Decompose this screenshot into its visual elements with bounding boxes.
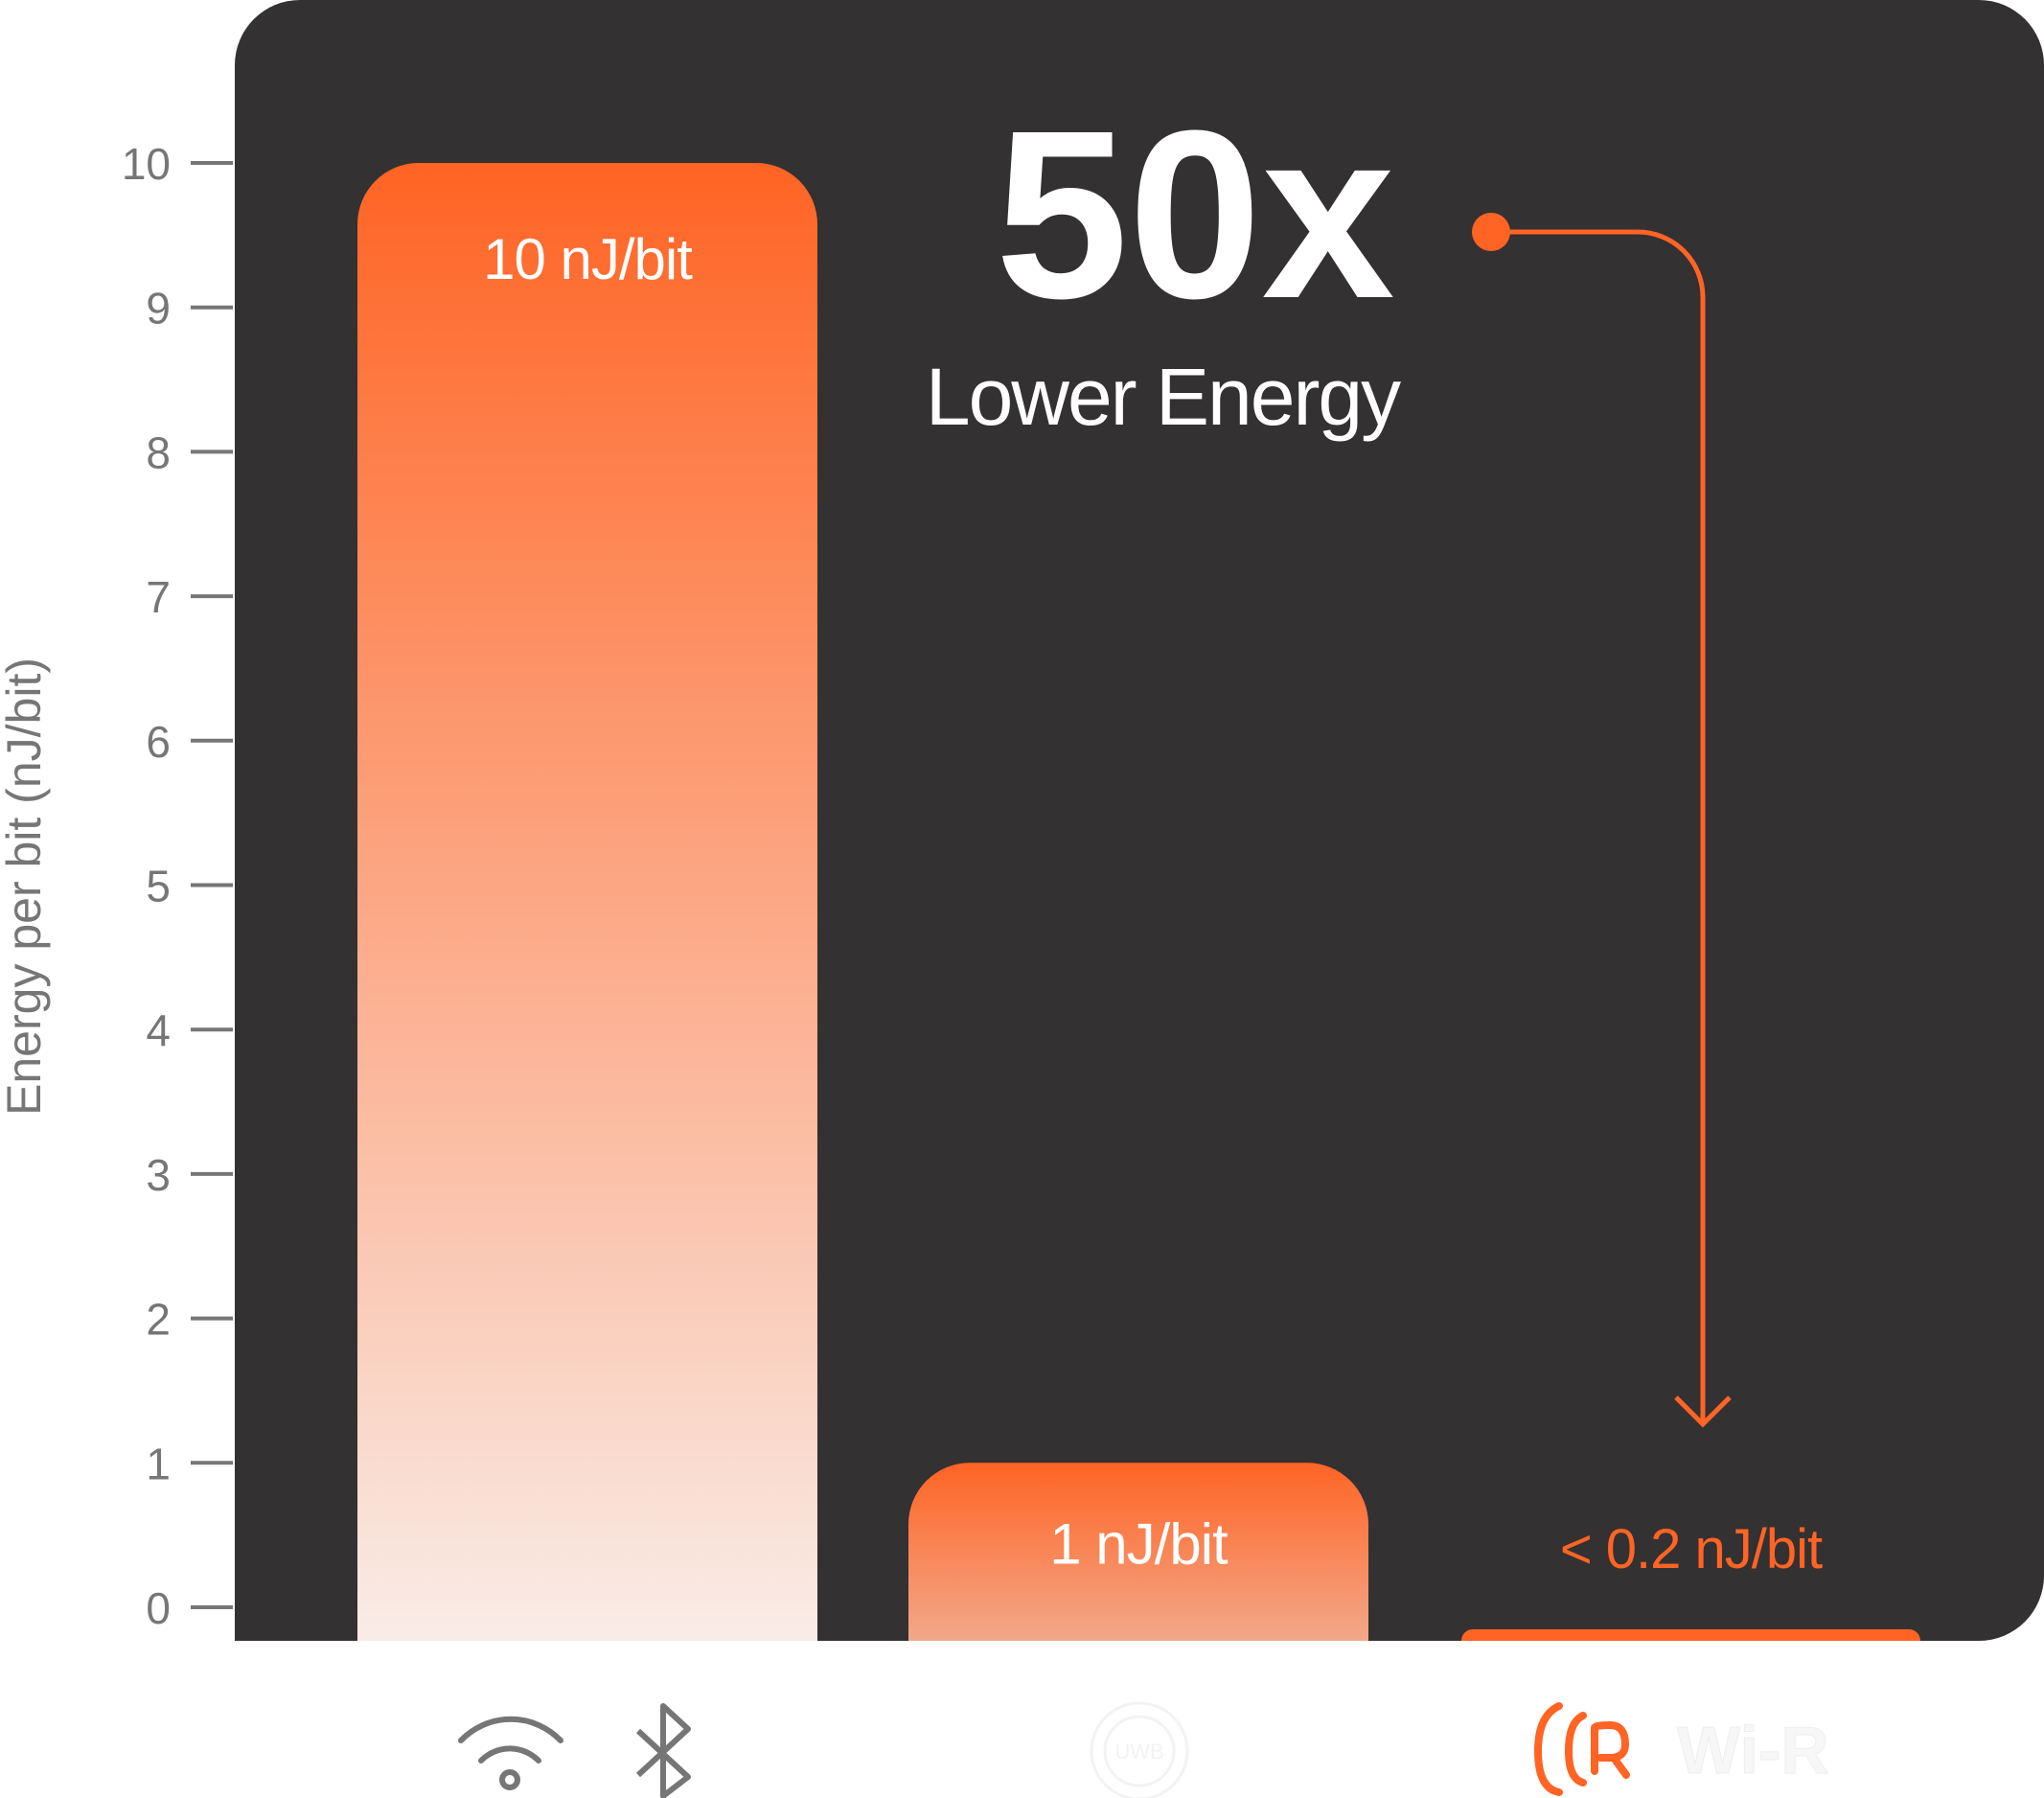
bar-2 [1461, 1629, 1920, 1641]
y-tick-label: 9 [146, 284, 171, 334]
y-tick-label: 1 [146, 1439, 171, 1488]
bar-value-label: < 0.2 nJ/bit [1560, 1518, 1823, 1580]
y-axis-label: Energy per bit (nJ/bit) [0, 657, 51, 1116]
y-tick-label: 5 [146, 862, 171, 911]
y-tick-label: 7 [146, 572, 171, 622]
bar-0 [357, 163, 817, 1641]
bar-value-label: 10 nJ/bit [483, 227, 693, 291]
headline-subtitle: Lower Energy [926, 352, 1401, 442]
uwb-logo: UWB [1090, 1701, 1189, 1798]
y-tick-label: 0 [146, 1583, 171, 1633]
bar-1 [908, 1463, 1368, 1641]
headline-50x: 50x [995, 81, 1394, 348]
reduction-arrow [1472, 213, 1732, 1428]
y-tick-label: 6 [146, 717, 171, 767]
y-tick-label: 8 [146, 427, 171, 477]
y-tick-label: 2 [146, 1295, 171, 1345]
y-tick-label: 4 [146, 1005, 171, 1055]
svg-text:Wi-R: Wi-R [1677, 1713, 1829, 1787]
y-tick-label: 10 [122, 139, 171, 189]
bar-value-label: 1 nJ/bit [1049, 1511, 1229, 1576]
wifi-icon [458, 1716, 563, 1790]
svg-text:UWB: UWB [1114, 1740, 1163, 1763]
y-tick-label: 3 [146, 1150, 171, 1200]
wi-r-logo: Wi-R [1533, 1702, 1829, 1796]
category-icons: UWB Wi-R [458, 1701, 1829, 1798]
bluetooth-icon [635, 1703, 691, 1798]
